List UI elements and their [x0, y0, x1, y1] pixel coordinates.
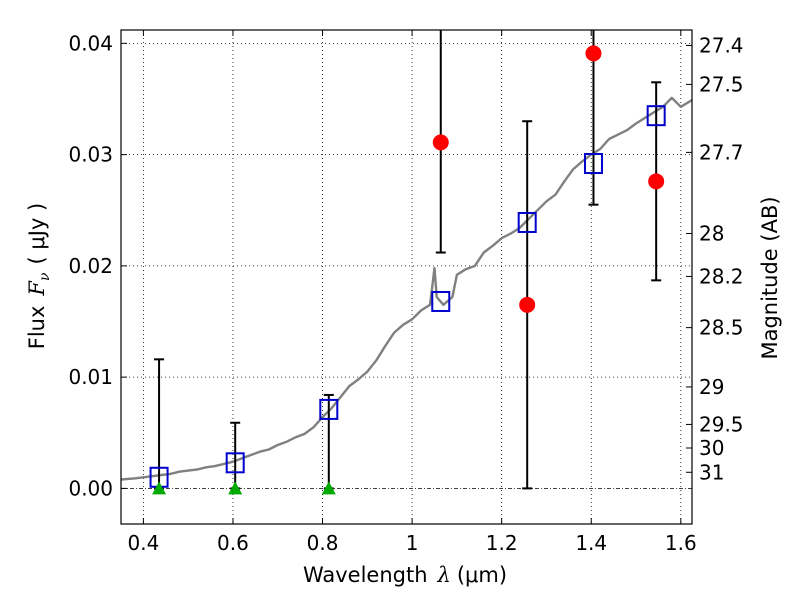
detection-circle-marker [648, 173, 665, 190]
right-tick-label: 29 [699, 375, 724, 399]
right-tick-label: 27.4 [699, 33, 744, 57]
x-axis-label-unit: (μm) [457, 563, 507, 587]
y-axis-label-subscript: ν [37, 272, 53, 281]
x-tick-label: 0.6 [217, 531, 249, 555]
right-tick-label: 31 [699, 460, 724, 484]
x-axis-label-text: Wavelength [303, 563, 428, 587]
model-square-marker [583, 153, 603, 175]
ticks: 0.4 0.6 0.8 1 1.2 1.4 1.6 0.00 0.01 0.02 0.03 0.04 2… [68, 30, 744, 555]
model-square-marker [646, 105, 666, 127]
y-axis-label-unit: ( μJy ) [25, 203, 49, 265]
x-tick-label: 0.8 [307, 531, 339, 555]
x-axis-label-symbol: λ [437, 563, 451, 587]
upper-limit-triangle-marker [228, 481, 243, 495]
y-tick-label: 0.02 [68, 254, 113, 278]
y-tick-label: 0.03 [68, 143, 113, 167]
x-tick-label: 1.4 [575, 531, 607, 555]
upper-limit-triangle-marker [321, 481, 336, 495]
plot-frame [120, 29, 693, 525]
y-tick-label: 0.01 [68, 365, 113, 389]
y-axis-label: Flux Fν ( μJy ) [25, 203, 53, 349]
y-tick-label: 0.00 [68, 476, 113, 500]
grid [121, 30, 692, 524]
spectrum-line [120, 96, 693, 481]
right-tick-label: 29.5 [699, 412, 744, 436]
y-axis-label-text: Flux [25, 306, 49, 350]
model-square-marker [431, 290, 451, 312]
x-tick-label: 1.6 [665, 531, 697, 555]
error-bars [154, 30, 662, 490]
right-tick-label: 30 [699, 436, 724, 460]
right-axis-label: Magnitude (AB) [758, 196, 782, 359]
x-tick-label: 1.2 [486, 531, 518, 555]
right-tick-label: 28 [699, 221, 724, 245]
detection-circle-marker [519, 296, 536, 313]
right-tick-label: 27.5 [699, 72, 744, 96]
model-square-marker [225, 452, 245, 474]
right-axis-label-group: Magnitude (AB) [758, 196, 782, 359]
detection-circle-marker [432, 134, 449, 151]
right-tick-label: 28.2 [699, 264, 744, 288]
y-axis-label-symbol: F [25, 280, 49, 297]
x-tick-label: 0.4 [127, 531, 159, 555]
model-square-marker [517, 211, 537, 233]
right-tick-label: 27.7 [699, 140, 744, 164]
x-tick-label: 1 [406, 531, 419, 555]
upper-limit-triangle-marker [152, 481, 167, 495]
y-tick-label: 0.04 [68, 31, 113, 55]
y-axis-label-group: Flux Fν ( μJy ) [25, 203, 53, 349]
model-square-marker [319, 398, 339, 420]
markers [149, 45, 666, 495]
detection-circle-marker [585, 45, 602, 62]
x-axis-label: Wavelength λ (μm) [303, 563, 507, 587]
right-tick-label: 28.5 [699, 316, 744, 340]
spectrum-series [120, 96, 693, 481]
